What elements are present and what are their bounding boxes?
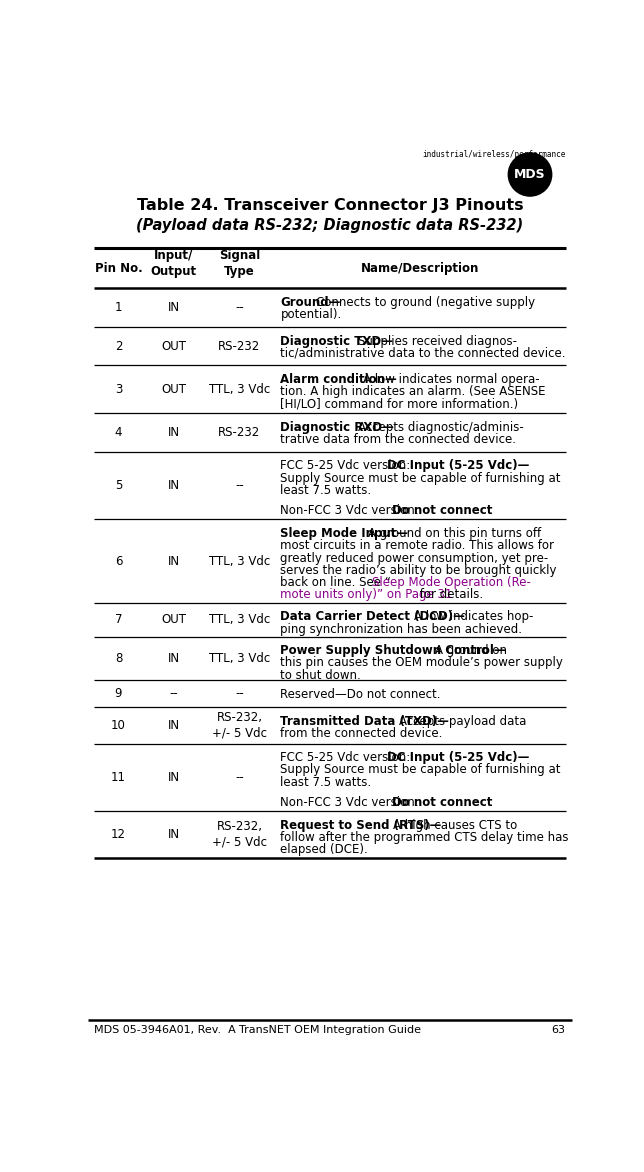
Text: Do not connect: Do not connect [392, 796, 492, 809]
Text: Ground—: Ground— [280, 297, 341, 309]
Text: this pin causes the OEM module’s power supply: this pin causes the OEM module’s power s… [280, 656, 564, 669]
Text: IN: IN [167, 301, 180, 314]
Text: Accepts payload data: Accepts payload data [399, 715, 526, 728]
Text: Reserved—Do not connect.: Reserved—Do not connect. [280, 688, 441, 701]
Text: --: -- [235, 771, 243, 784]
Text: Request to Send (RTS)—: Request to Send (RTS)— [280, 819, 442, 832]
Text: A high causes CTS to: A high causes CTS to [393, 819, 518, 832]
Text: MDS: MDS [514, 168, 546, 180]
Text: --: -- [235, 301, 243, 314]
Text: FCC 5-25 Vdc version:: FCC 5-25 Vdc version: [280, 751, 415, 764]
Text: IN: IN [167, 554, 180, 567]
Text: Data Carrier Detect (DCD)—: Data Carrier Detect (DCD)— [280, 611, 466, 624]
Text: follow after the programmed CTS delay time has: follow after the programmed CTS delay ti… [280, 831, 569, 844]
Text: Transmitted Data (TXD)—: Transmitted Data (TXD)— [280, 715, 450, 728]
Text: 1: 1 [115, 301, 122, 314]
Text: Name/Description: Name/Description [361, 263, 479, 275]
Text: 11: 11 [111, 771, 126, 784]
Text: 10: 10 [111, 718, 126, 732]
Text: Sleep Mode Operation (Re-: Sleep Mode Operation (Re- [372, 575, 531, 588]
Text: OUT: OUT [161, 340, 186, 353]
Text: elapsed (DCE).: elapsed (DCE). [280, 844, 368, 857]
Text: RS-232: RS-232 [218, 340, 261, 353]
Text: 4: 4 [115, 425, 122, 440]
Text: Do not connect: Do not connect [392, 504, 492, 517]
Text: Alarm condition—: Alarm condition— [280, 373, 397, 387]
Text: FCC 5-25 Vdc version:: FCC 5-25 Vdc version: [280, 459, 415, 472]
Text: DC Input (5-25 Vdc)—: DC Input (5-25 Vdc)— [387, 459, 529, 472]
Text: 9: 9 [115, 688, 122, 701]
Text: Input/
Output: Input/ Output [151, 250, 196, 278]
Text: Diagnostic RXD—: Diagnostic RXD— [280, 421, 394, 434]
Text: least 7.5 watts.: least 7.5 watts. [280, 776, 372, 789]
Text: TTL, 3 Vdc: TTL, 3 Vdc [209, 652, 270, 665]
Text: IN: IN [167, 425, 180, 440]
Text: 3: 3 [115, 383, 122, 396]
Text: [HI/LO] command for more information.): [HI/LO] command for more information.) [280, 397, 518, 410]
Text: --: -- [169, 688, 178, 701]
Text: for details.: for details. [416, 588, 483, 601]
Text: RS-232: RS-232 [218, 425, 261, 440]
Text: A ground on this pin turns off: A ground on this pin turns off [368, 527, 541, 540]
Text: Connects to ground (negative supply: Connects to ground (negative supply [316, 297, 536, 309]
Text: A low indicates hop-: A low indicates hop- [414, 611, 533, 624]
Text: TTL, 3 Vdc: TTL, 3 Vdc [209, 383, 270, 396]
Text: 12: 12 [111, 827, 126, 840]
Text: serves the radio’s ability to be brought quickly: serves the radio’s ability to be brought… [280, 564, 557, 577]
Text: --: -- [235, 688, 243, 701]
Text: A low indicates normal opera-: A low indicates normal opera- [363, 373, 539, 387]
Text: IN: IN [167, 718, 180, 732]
Text: Non-FCC 3 Vdc version:: Non-FCC 3 Vdc version: [280, 796, 423, 809]
Text: 5: 5 [115, 479, 122, 492]
Text: TTL, 3 Vdc: TTL, 3 Vdc [209, 554, 270, 567]
Circle shape [508, 154, 552, 196]
Text: 7: 7 [115, 613, 122, 626]
Text: TTL, 3 Vdc: TTL, 3 Vdc [209, 613, 270, 626]
Text: OUT: OUT [161, 613, 186, 626]
Text: trative data from the connected device.: trative data from the connected device. [280, 434, 516, 447]
Text: OUT: OUT [161, 383, 186, 396]
Text: (Payload data RS-232; Diagnostic data RS-232): (Payload data RS-232; Diagnostic data RS… [137, 218, 524, 233]
Text: DC Input (5-25 Vdc)—: DC Input (5-25 Vdc)— [387, 751, 529, 764]
Text: back on line. See “: back on line. See “ [280, 575, 392, 588]
Text: IN: IN [167, 827, 180, 840]
Text: Signal
Type: Signal Type [219, 250, 260, 278]
Text: from the connected device.: from the connected device. [280, 727, 443, 741]
Text: industrial/wireless/performance: industrial/wireless/performance [422, 150, 565, 159]
Text: IN: IN [167, 652, 180, 665]
Text: RS-232,
+/- 5 Vdc: RS-232, +/- 5 Vdc [212, 820, 267, 849]
Text: MDS 05-3946A01, Rev.  A: MDS 05-3946A01, Rev. A [95, 1026, 236, 1035]
Text: 2: 2 [115, 340, 122, 353]
Text: least 7.5 watts.: least 7.5 watts. [280, 484, 372, 497]
Text: RS-232,
+/- 5 Vdc: RS-232, +/- 5 Vdc [212, 711, 267, 740]
Text: tion. A high indicates an alarm. (See ASENSE: tion. A high indicates an alarm. (See AS… [280, 386, 546, 398]
Text: most circuits in a remote radio. This allows for: most circuits in a remote radio. This al… [280, 539, 554, 552]
Text: Power Supply Shutdown Control—: Power Supply Shutdown Control— [280, 645, 506, 657]
Text: Table 24. Transceiver Connector J3 Pinouts: Table 24. Transceiver Connector J3 Pinou… [137, 198, 524, 213]
Text: tic/administrative data to the connected device.: tic/administrative data to the connected… [280, 347, 566, 360]
Text: TransNET OEM Integration Guide: TransNET OEM Integration Guide [239, 1026, 421, 1035]
Text: Supply Source must be capable of furnishing at: Supply Source must be capable of furnish… [280, 471, 561, 484]
Text: Pin No.: Pin No. [95, 263, 142, 275]
Text: Diagnostic TXD—: Diagnostic TXD— [280, 335, 393, 348]
Text: Non-FCC 3 Vdc version:: Non-FCC 3 Vdc version: [280, 504, 423, 517]
Text: 6: 6 [115, 554, 122, 567]
Text: mote units only)” on Page 31: mote units only)” on Page 31 [280, 588, 453, 601]
Text: Supply Source must be capable of furnishing at: Supply Source must be capable of furnish… [280, 763, 561, 776]
Text: 8: 8 [115, 652, 122, 665]
Text: ping synchronization has been achieved.: ping synchronization has been achieved. [280, 622, 522, 635]
Text: greatly reduced power consumption, yet pre-: greatly reduced power consumption, yet p… [280, 552, 549, 565]
Text: --: -- [235, 479, 243, 492]
Text: potential).: potential). [280, 308, 342, 321]
Text: Sleep Mode Input—: Sleep Mode Input— [280, 527, 408, 540]
Text: IN: IN [167, 479, 180, 492]
Text: IN: IN [167, 771, 180, 784]
Text: Supplies received diagnos-: Supplies received diagnos- [357, 335, 516, 348]
Text: to shut down.: to shut down. [280, 668, 361, 682]
Text: 63: 63 [552, 1026, 565, 1035]
Text: A ground on: A ground on [435, 645, 507, 657]
Text: Accepts diagnostic/adminis-: Accepts diagnostic/adminis- [357, 421, 524, 434]
